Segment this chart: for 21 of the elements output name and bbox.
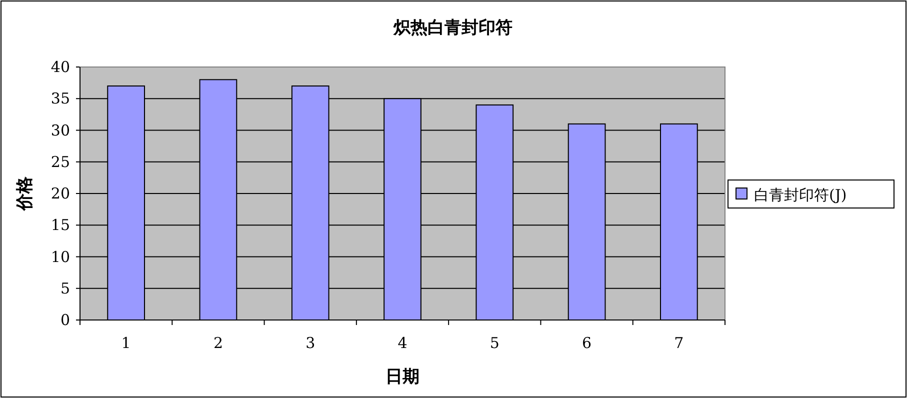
x-tick-label: 7 (674, 334, 684, 352)
x-tick-label: 1 (121, 334, 131, 352)
y-tick-label: 15 (50, 216, 70, 234)
x-tick-label: 4 (398, 334, 408, 352)
x-tick-label: 2 (213, 334, 223, 352)
y-tick-label: 0 (60, 311, 70, 329)
legend: 白青封印符(J) (728, 180, 894, 208)
y-tick-label: 10 (50, 248, 70, 266)
y-tick-label: 25 (50, 152, 70, 171)
chart-title: 炽热白青封印符 (392, 18, 512, 38)
y-tick-label: 35 (50, 90, 70, 108)
y-tick-label: 20 (50, 184, 70, 202)
x-tick-label: 3 (306, 334, 316, 352)
y-tick-label: 30 (50, 121, 70, 140)
y-tick-label: 40 (50, 58, 70, 76)
legend-label: 白青封印符(J) (754, 186, 847, 204)
y-axis-title: 价格 (15, 176, 35, 212)
x-axis-title: 日期 (386, 367, 420, 387)
y-tick-label: 5 (60, 279, 70, 298)
x-tick-label: 6 (582, 334, 592, 352)
x-tick-label: 5 (490, 334, 500, 352)
